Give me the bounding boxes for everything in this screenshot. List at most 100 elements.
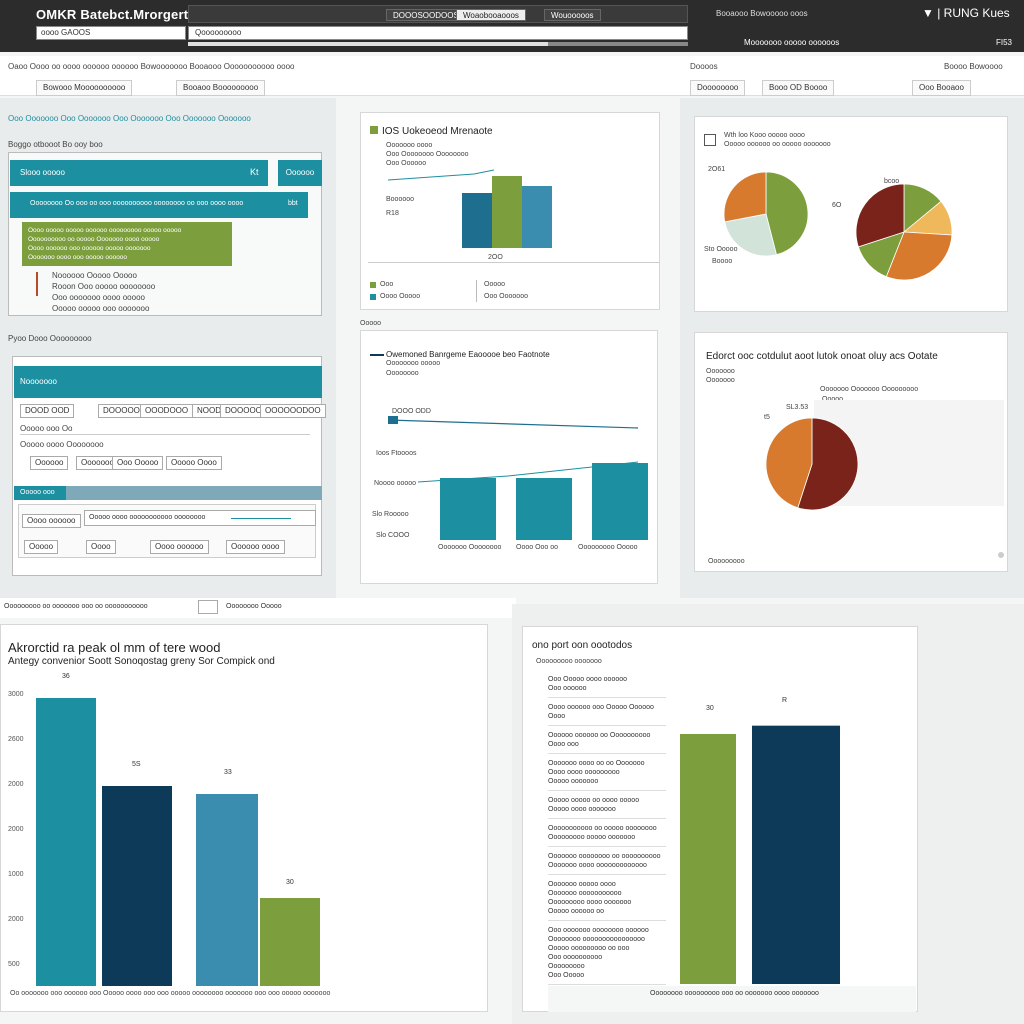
right-mid-label-2: Ooooo [822,396,843,403]
note-1: Noooooo Ooooo Ooooo [52,271,137,280]
mid-mid-title-marker [370,354,384,356]
form-lower-input[interactable]: Ooooo oooo ooooooooooo oooooooo [84,510,316,526]
tab-1[interactable]: DOOOSOODOOS [386,9,466,21]
bottom-right-bar-chart: 30 R [680,697,840,984]
bottom-strip-toggle[interactable] [198,600,218,614]
bar-3[interactable] [196,794,258,986]
bottom-left-y-tick-6: 2000 [8,916,24,923]
bottom-left-title: Akrorctid ra peak ol mm of tere wood [8,640,221,655]
form-field-4[interactable]: NOOD [192,404,226,418]
mid-top-title-marker [370,126,378,134]
bar-2[interactable] [752,725,840,984]
mid-top-subtitle-2: Ooo Oooooooo Oooooooo [386,151,469,158]
legend-item-9-line-6: Ooo Ooooo [548,972,585,979]
bottom-right-value-label-1: 30 [706,705,714,712]
form-button-1[interactable]: Oooooo [30,456,69,470]
legend-divider-7 [548,874,666,875]
bar-3[interactable] [592,463,648,540]
right-top-label-3: 6O [832,202,842,209]
tab-button-5[interactable]: Ooo Booaoo [912,80,971,96]
pie-slice-3[interactable] [723,171,767,223]
right-top-label-2: bcoo [884,178,900,185]
mid-mid-upper-line [388,419,639,429]
tab-button-3[interactable]: Doooooooo [690,80,746,96]
legend-item-6-line-2: Ooooooooo ooooo ooooooo [548,834,636,841]
tab-button-1[interactable]: Bowooo Moooooooooo [36,80,133,96]
form-button-3[interactable]: Ooo Ooooo [112,456,164,470]
tab-button-2[interactable]: Booaoo Booooooooo [176,80,266,96]
bar-2[interactable] [492,176,522,248]
bottom-strip-text: Ooooooooo oo ooooooo ooo oo ooooooooooo [4,603,148,610]
bar-1[interactable] [36,698,96,986]
olive-line-2: Oooooooooo oo ooooo Ooooooo oooo ooooo [28,236,160,243]
legend-item-5-line-1: Ooooo ooooo oo oooo ooooo [548,797,640,804]
form-lower-field[interactable]: Oooo oooooo [22,514,81,528]
bar-1[interactable] [440,478,496,540]
mid-mid-ylabel-4: Slo Rooooo [372,511,409,518]
title-right-status[interactable]: ▼ | RUNG Kues [922,6,1010,20]
left-section-subtitle: Boggo otbooot Bo ooy boo [8,140,103,149]
address-bar[interactable]: Qooooooooo [188,26,688,40]
legend-divider-8 [548,920,666,921]
search-input[interactable]: oooo GAOOS [36,26,186,40]
mid-mid-bar-chart [388,416,648,540]
pie-slice-3[interactable] [885,231,953,281]
legend-item-9-line-4: Ooo oooooooooo [548,954,603,961]
mid-top-legend-swatch-1 [370,282,376,288]
form-field-1[interactable]: DOOD OOD [20,404,75,418]
mid-top-trend-line [387,169,495,181]
mid-mid-line-marker [388,416,398,424]
right-top-pie-2 [855,184,953,281]
legend-item-6-line-1: Ooooooooooo oo ooooo oooooooo [548,825,657,832]
tab-2[interactable]: Woaobooaooos [456,9,526,21]
breadcrumb: Oaoo Oooo oo oooo oooooo oooooo Bowooooo… [8,62,295,71]
left-section-title: Ooo Ooooooo Ooo Ooooooo Ooo Ooooooo Ooo … [8,114,251,123]
bar-3[interactable] [522,186,552,248]
title-sub-right: Mooooooo ooooo oooooos [744,38,840,47]
legend-divider-2 [548,725,666,726]
teal-bar[interactable]: Slooo ooooo Kt [10,160,268,186]
legend-item-7-line-1: Ooooooo oooooooo oo oooooooooo [548,853,661,860]
bottom-left-subtitle: Antegy convenior Soott Sonoqostag greny … [8,656,275,667]
mid-mid-chart-card [360,330,658,584]
legend-divider-4 [548,790,666,791]
form-button-4[interactable]: Ooooo Oooo [166,456,222,470]
mid-top-ylabel-1: Boooooo [386,196,415,203]
pie-slice-5[interactable] [855,184,905,248]
pie-slice-1[interactable] [797,417,859,511]
right-mid-sub-1: Ooooooo [706,368,735,375]
form-lower-button-1[interactable]: Ooooo [24,540,59,554]
pie-slice-1[interactable] [765,171,809,256]
mid-top-legend-divider [476,280,477,302]
legend-item-1-line-2: Ooo oooooo [548,685,587,692]
bar-2[interactable] [516,478,572,540]
pie-slice-2[interactable] [724,213,777,257]
form-lower-button-2[interactable]: Oooo [86,540,116,554]
bar-2[interactable] [102,786,172,986]
mid-mid-title: Owemoned Banrgeme Eaooooe beo Faotnote [386,350,550,359]
form-lower-button-3[interactable]: Oooo oooooo [150,540,209,554]
legend-item-2-line-2: Oooo [548,713,566,720]
legend-item-8-line-4: Ooooo oooooo oo [548,908,605,915]
legend-item-8-line-2: Ooooooo ooooooooooo [548,890,622,897]
right-top-checkbox[interactable] [704,134,716,146]
right-mid-sub-2: Ooooooo [706,377,735,384]
mid-top-subtitle-1: Ooooooo oooo [386,142,433,149]
bar-4[interactable] [260,898,320,986]
mid-mid-subtitle-2: Oooooooo [386,370,419,377]
bottom-left-y-tick-5: 1000 [8,871,24,878]
form-field-6[interactable]: OOOOOODOO [260,404,326,418]
bottom-strip: Ooooooooo oo ooooooo ooo oo ooooooooooo … [0,598,516,618]
pie-slice-2[interactable] [765,417,813,509]
bar-1[interactable] [462,193,492,248]
bar-1[interactable] [680,734,736,984]
tab-3[interactable]: Wouooooos [544,9,601,21]
legend-divider-3 [548,753,666,754]
mid-top-subtitle-3: Ooo Oooooo [386,160,427,167]
teal-action-button[interactable]: Oooooo [278,160,322,186]
form-lower-button-4[interactable]: Oooooo oooo [226,540,285,554]
tab-button-4[interactable]: Booo OD Boooo [762,80,835,96]
mid-top-title: IOS Uokeoeod Mrenaote [382,126,493,137]
right-mid-footer: Ooooooooo [708,558,745,565]
form-field-3[interactable]: OOODOOO [140,404,194,418]
